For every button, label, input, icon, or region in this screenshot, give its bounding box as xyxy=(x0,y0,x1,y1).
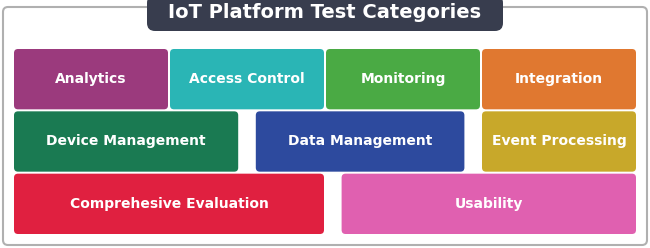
Text: Event Processing: Event Processing xyxy=(491,134,627,149)
FancyBboxPatch shape xyxy=(326,49,480,109)
FancyBboxPatch shape xyxy=(14,174,324,234)
Text: Comprehesive Evaluation: Comprehesive Evaluation xyxy=(70,197,268,211)
FancyBboxPatch shape xyxy=(3,7,647,245)
FancyBboxPatch shape xyxy=(14,49,168,109)
FancyBboxPatch shape xyxy=(482,111,636,172)
Text: Integration: Integration xyxy=(515,72,603,86)
Text: Usability: Usability xyxy=(454,197,523,211)
FancyBboxPatch shape xyxy=(256,111,464,172)
FancyBboxPatch shape xyxy=(147,0,503,31)
Text: IoT Platform Test Categories: IoT Platform Test Categories xyxy=(168,3,482,23)
Text: Data Management: Data Management xyxy=(288,134,432,149)
Text: Analytics: Analytics xyxy=(55,72,127,86)
Text: Monitoring: Monitoring xyxy=(360,72,446,86)
FancyBboxPatch shape xyxy=(482,49,636,109)
FancyBboxPatch shape xyxy=(342,174,636,234)
FancyBboxPatch shape xyxy=(170,49,324,109)
Text: Device Management: Device Management xyxy=(46,134,206,149)
FancyBboxPatch shape xyxy=(14,111,238,172)
Text: Access Control: Access Control xyxy=(189,72,305,86)
